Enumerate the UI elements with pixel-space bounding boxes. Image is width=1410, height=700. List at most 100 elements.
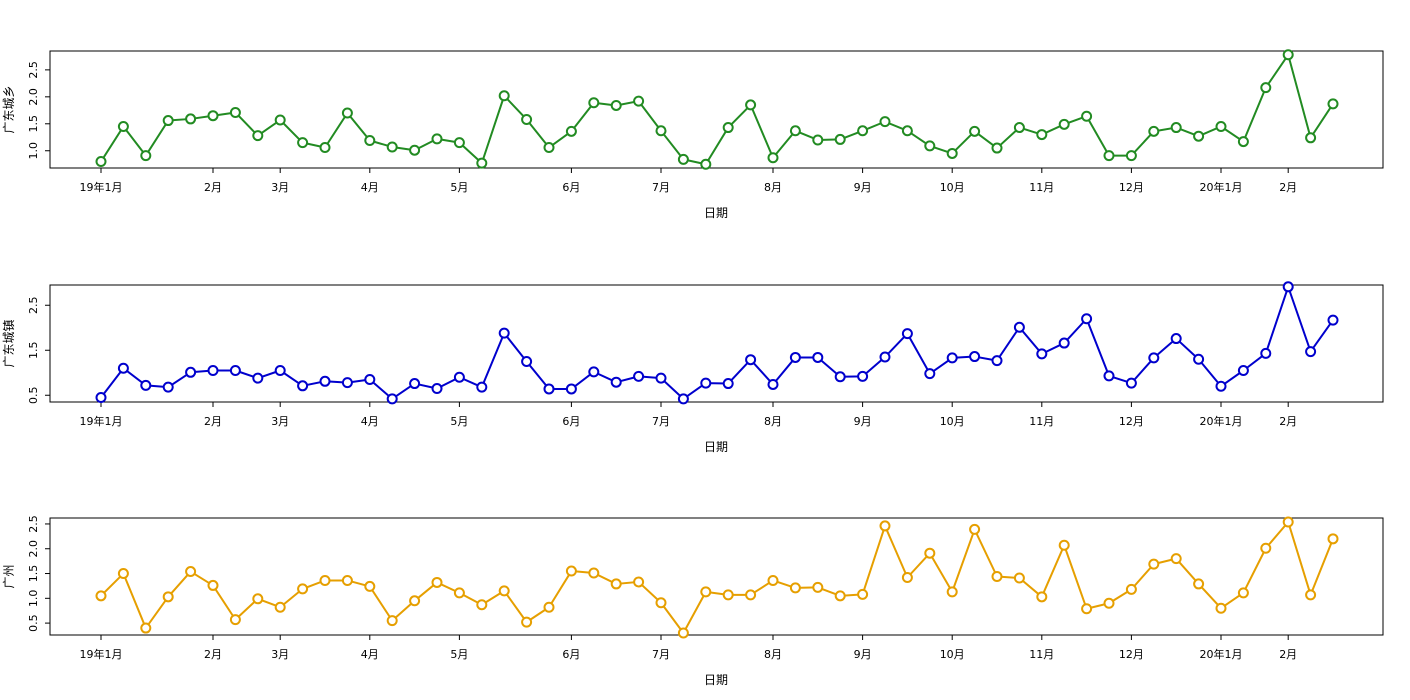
y-tick-label: 2.5 [27, 515, 40, 533]
x-tick-label: 2月 [204, 181, 222, 194]
data-point [453, 587, 465, 599]
plot-frame [49, 50, 1384, 169]
data-point [901, 328, 913, 340]
data-point [924, 140, 936, 152]
y-tick-label: 1.5 [27, 115, 40, 133]
data-point [1103, 370, 1115, 382]
data-point [431, 576, 443, 588]
x-tick-label: 20年1月 [1200, 414, 1243, 428]
x-tick-label: 11月 [1029, 415, 1054, 428]
x-tick-label: 4月 [361, 648, 379, 661]
data-point [274, 365, 286, 376]
data-point [722, 589, 734, 601]
data-point [476, 381, 488, 393]
data-point [229, 365, 241, 376]
data-point [565, 125, 577, 137]
data-point [812, 134, 824, 146]
data-point [588, 567, 600, 579]
x-tick-label: 9月 [854, 648, 872, 661]
data-point [229, 106, 241, 118]
x-tick-label: 5月 [450, 648, 468, 661]
data-point [498, 327, 510, 339]
data-point [1260, 82, 1272, 94]
chart-panel-1: 1.0 1.5 2.0 2.5 19年1月 2月 3月 4月 5月 6月 7月 8月 9月 10月 11月 1… [2, 49, 1384, 220]
data-point [1125, 150, 1137, 162]
data-point [991, 571, 1003, 582]
data-point [722, 122, 734, 134]
data-point [1260, 542, 1272, 554]
x-tick-label: 2月 [1279, 181, 1297, 194]
data-point [1282, 49, 1294, 61]
data-point [162, 381, 174, 393]
data-point [364, 135, 376, 147]
x-tick-label: 4月 [361, 415, 379, 428]
data-point [498, 585, 510, 597]
data-point [722, 378, 734, 390]
x-tick-label: 20年1月 [1200, 647, 1243, 661]
data-point [1148, 352, 1160, 364]
x-tick-label: 7月 [652, 415, 670, 428]
data-point [1170, 553, 1182, 565]
plot-frame [49, 517, 1384, 636]
data-point [991, 355, 1003, 367]
data-point [1058, 118, 1070, 130]
data-point [162, 115, 174, 127]
data-point [162, 591, 174, 603]
data-point [633, 95, 645, 107]
data-point [588, 366, 600, 378]
data-point [924, 368, 936, 380]
x-axis-title: 日期 [704, 440, 728, 454]
data-point [409, 144, 421, 156]
data-point [789, 351, 801, 363]
data-point [677, 153, 689, 165]
chart-panel-2: 0.5 1.5 2.5 19年1月 2月 3月 4月 5月 6月 7月 8月 9月 10月 11月 12月 2… [2, 281, 1384, 454]
data-point [386, 615, 398, 627]
data-point [812, 351, 824, 363]
data-point [1193, 578, 1205, 590]
data-point [1305, 132, 1317, 144]
data-point [767, 574, 779, 586]
y-axis-title: 广东城镇 [2, 319, 16, 367]
data-point [1081, 313, 1093, 325]
data-point [745, 99, 757, 111]
data-point [901, 571, 913, 583]
x-tick-label: 8月 [764, 181, 782, 194]
data-point [1327, 314, 1339, 326]
x-tick-label: 11月 [1029, 181, 1054, 194]
data-point [95, 156, 107, 168]
x-tick-label: 4月 [361, 181, 379, 194]
x-tick-label: 19年1月 [80, 180, 123, 194]
data-point [364, 374, 376, 385]
data-point [655, 372, 667, 384]
data-point [252, 372, 264, 384]
x-tick-label: 2月 [204, 415, 222, 428]
x-tick-label: 19年1月 [80, 414, 123, 428]
data-point [1013, 122, 1025, 134]
data-point [1125, 377, 1137, 389]
data-point [297, 583, 309, 595]
data-point [879, 116, 891, 128]
data-point [1282, 281, 1294, 293]
data-point [498, 90, 510, 102]
x-tick-label: 19年1月 [80, 647, 123, 661]
y-tick-label: 1.5 [27, 565, 40, 583]
data-point [409, 378, 421, 390]
x-tick-label: 2月 [1279, 648, 1297, 661]
data-point [588, 97, 600, 109]
data-point [1237, 365, 1249, 376]
data-point [677, 627, 689, 639]
y-tick-label: 1.0 [27, 590, 40, 608]
data-point [1036, 591, 1048, 603]
data-point [1215, 602, 1227, 614]
data-point [901, 125, 913, 137]
data-point [767, 378, 779, 390]
y-tick-label: 0.5 [27, 387, 40, 405]
x-tick-label: 8月 [764, 415, 782, 428]
data-point [789, 582, 801, 594]
data-point [879, 520, 891, 532]
data-point [476, 157, 488, 169]
data-point [117, 568, 129, 580]
data-point [252, 130, 264, 142]
data-point [1013, 321, 1025, 333]
y-axis-title: 广州 [2, 564, 16, 588]
